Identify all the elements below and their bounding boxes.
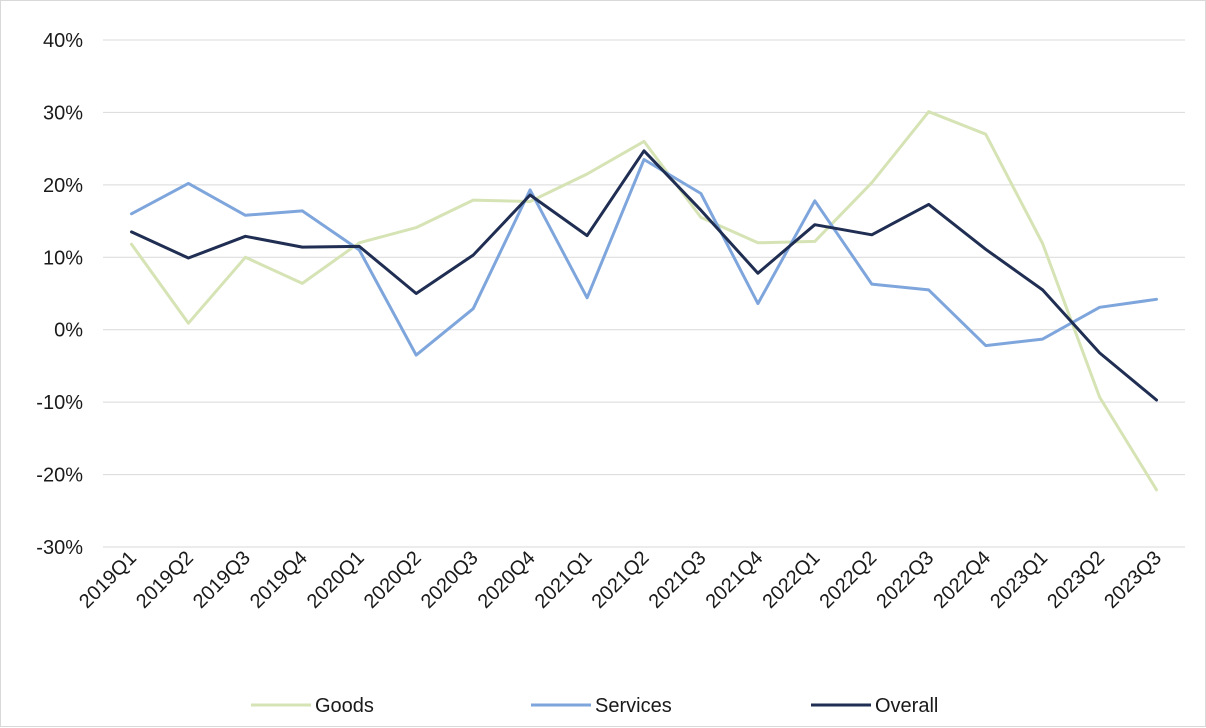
y-tick-label: 40%: [43, 30, 83, 52]
legend-label-goods: Goods: [315, 695, 374, 717]
y-tick-label: -30%: [36, 537, 83, 559]
x-tick-label: 2023Q2: [1043, 547, 1109, 613]
x-tick-label: 2019Q4: [246, 547, 312, 613]
y-tick-label: 20%: [43, 175, 83, 197]
x-tick-label: 2019Q2: [132, 547, 198, 613]
x-tick-label: 2022Q1: [758, 547, 824, 613]
x-tick-label: 2021Q4: [702, 547, 768, 613]
x-tick-label: 2021Q1: [531, 547, 597, 613]
x-tick-label: 2022Q4: [929, 547, 995, 613]
x-tick-label: 2021Q2: [588, 547, 654, 613]
legend-label-services: Services: [595, 695, 672, 717]
y-tick-label: 30%: [43, 102, 83, 124]
y-tick-label: -10%: [36, 392, 83, 414]
legend-label-overall: Overall: [875, 695, 938, 717]
x-tick-label: 2020Q2: [360, 547, 426, 613]
x-axis-ticks: 2019Q12019Q22019Q32019Q42020Q12020Q22020…: [75, 547, 1166, 613]
y-tick-label: -20%: [36, 465, 83, 487]
x-tick-label: 2020Q4: [474, 547, 540, 613]
x-tick-label: 2019Q3: [189, 547, 255, 613]
x-tick-label: 2020Q3: [417, 547, 483, 613]
legend: Goods Services Overall: [251, 695, 938, 717]
x-tick-label: 2023Q3: [1100, 547, 1166, 613]
y-axis-ticks: 40% 30% 20% 10% 0% -10% -20% -30%: [36, 30, 83, 559]
x-tick-label: 2022Q3: [872, 547, 938, 613]
x-tick-label: 2023Q1: [986, 547, 1052, 613]
series-line-services: [130, 158, 1158, 357]
series-line-goods: [130, 110, 1158, 492]
series-lines: [130, 110, 1158, 492]
gridlines: [103, 39, 1185, 548]
series-line-overall: [130, 149, 1158, 402]
x-tick-label: 2021Q3: [645, 547, 711, 613]
y-tick-label: 10%: [43, 247, 83, 269]
x-tick-label: 2020Q1: [303, 547, 369, 613]
x-tick-label: 2019Q1: [75, 547, 141, 613]
x-tick-label: 2022Q2: [815, 547, 881, 613]
y-tick-label: 0%: [54, 320, 83, 342]
